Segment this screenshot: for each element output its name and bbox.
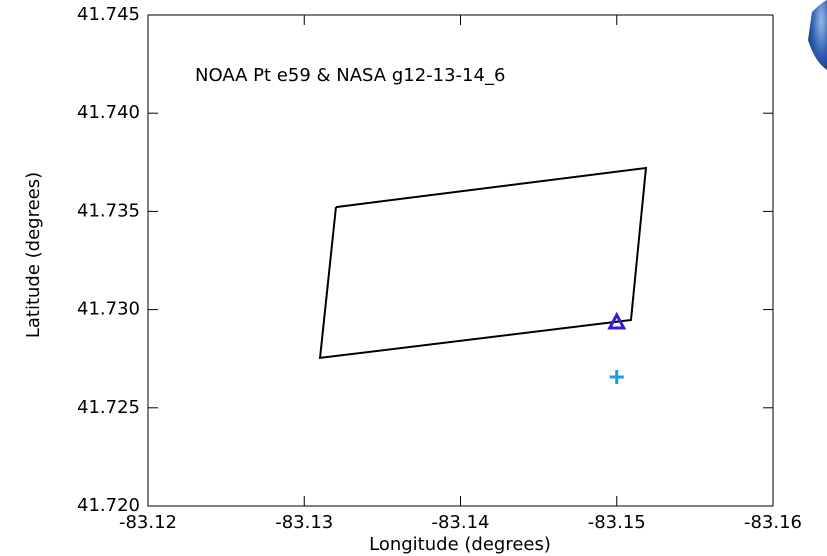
y-tick-label: 41.725 xyxy=(77,397,140,418)
annotation: NOAA Pt e59 & NASA g12-13-14_6 xyxy=(195,65,505,86)
triangle-marker xyxy=(607,311,627,330)
x-tick-label: -83.16 xyxy=(744,512,802,533)
y-tick-label: 41.735 xyxy=(77,200,140,221)
plot-frame xyxy=(147,14,774,507)
y-tick-label: 41.740 xyxy=(77,102,140,123)
x-tick-label: -83.12 xyxy=(119,512,177,533)
plus-marker xyxy=(609,369,624,384)
x-tick-label: -83.14 xyxy=(431,512,489,533)
x-tick-label: -83.15 xyxy=(588,512,646,533)
x-axis-title: Longitude (degrees) xyxy=(369,534,551,555)
x-tick-label: -83.13 xyxy=(275,512,333,533)
y-tick-label: 41.730 xyxy=(77,299,140,320)
y-tick-label: 41.720 xyxy=(77,495,140,516)
y-axis-title: Latitude (degrees) xyxy=(23,172,44,338)
y-tick-label: 41.745 xyxy=(77,4,140,25)
corner-image xyxy=(808,0,827,70)
boundary-line xyxy=(318,166,648,360)
